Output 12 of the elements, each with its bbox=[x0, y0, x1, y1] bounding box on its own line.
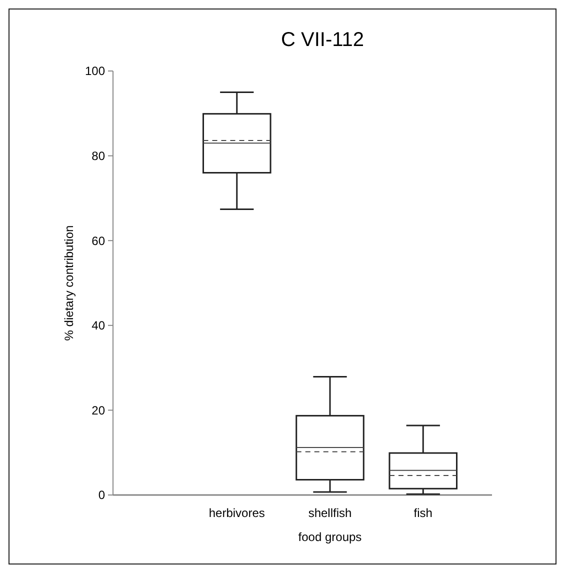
y-axis-title: % dietary contribution bbox=[62, 225, 76, 341]
chart-title: C VII-112 bbox=[281, 29, 364, 51]
x-tick-label: herbivores bbox=[208, 506, 265, 520]
y-tick-label: 60 bbox=[92, 234, 106, 248]
y-tick-label: 80 bbox=[92, 149, 106, 163]
y-tick-label: 20 bbox=[92, 403, 106, 418]
x-axis-title: food groups bbox=[298, 530, 362, 544]
y-tick-label: 100 bbox=[84, 64, 106, 78]
x-tick-label: shellfish bbox=[308, 506, 352, 520]
x-tick-label: fish bbox=[414, 506, 432, 520]
y-tick-label: 0 bbox=[98, 488, 106, 502]
y-tick-label: 40 bbox=[92, 318, 106, 333]
